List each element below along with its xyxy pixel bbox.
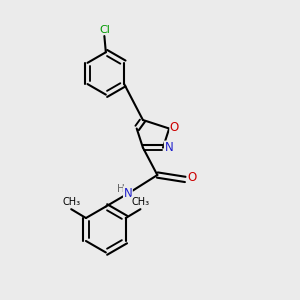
Text: N: N — [124, 187, 132, 200]
Text: Cl: Cl — [99, 25, 110, 35]
Text: O: O — [170, 121, 179, 134]
Text: CH₃: CH₃ — [62, 197, 80, 207]
Text: CH₃: CH₃ — [131, 197, 149, 207]
Text: O: O — [187, 172, 196, 184]
Text: N: N — [164, 141, 173, 154]
Text: H: H — [117, 184, 125, 194]
